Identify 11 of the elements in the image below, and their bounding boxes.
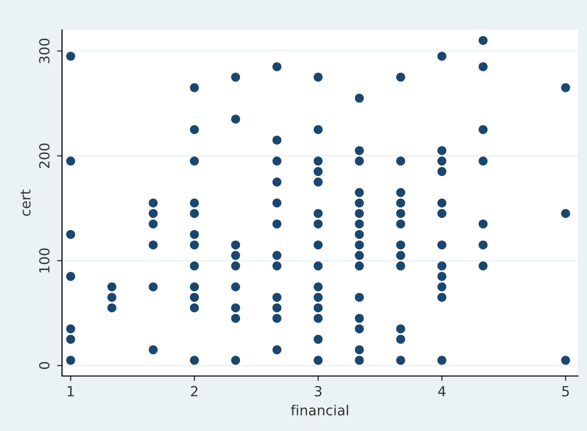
x-tick-label: 1 xyxy=(68,386,74,396)
x-axis-title: financial xyxy=(290,404,348,416)
y-tick-label: 100 xyxy=(39,248,50,272)
x-tick-label: 5 xyxy=(562,386,569,396)
x-tick-label: 2 xyxy=(191,386,198,396)
x-tick-label: 4 xyxy=(438,386,446,396)
y-tick-label: 300 xyxy=(39,38,50,64)
y-tick-label: 200 xyxy=(39,143,50,168)
y-axis-title: cert xyxy=(20,190,31,216)
x-tick-label: 3 xyxy=(314,386,322,396)
y-tick-label: 0 xyxy=(39,362,50,370)
